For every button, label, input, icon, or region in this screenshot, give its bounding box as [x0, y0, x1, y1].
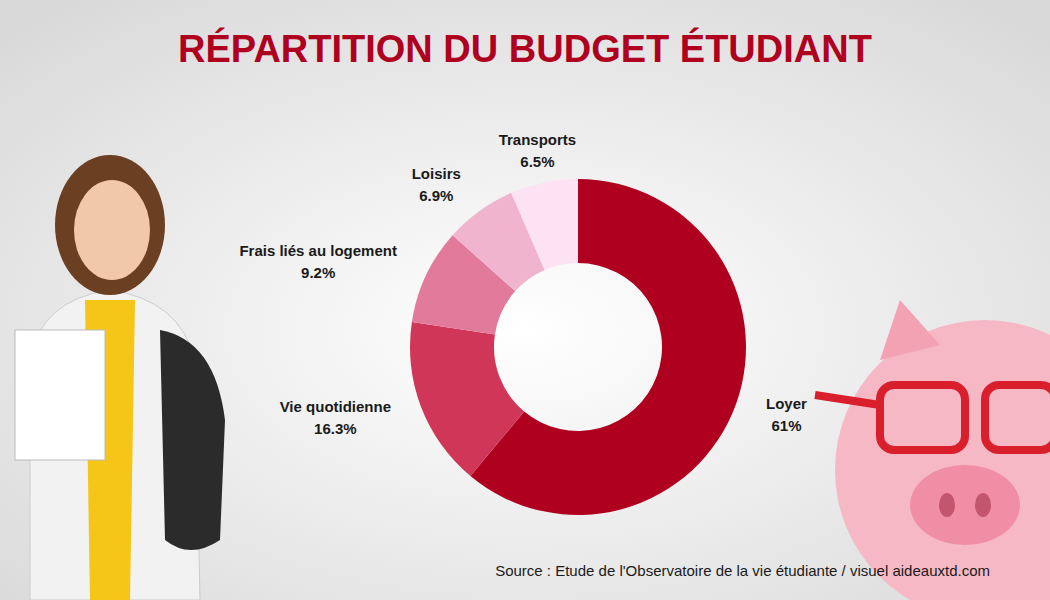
slice-label: Transports 6.5% [499, 131, 577, 170]
value-label: 9.2% [301, 264, 335, 281]
category-label: Transports [499, 131, 577, 148]
chart: RÉPARTITION DU BUDGET ÉTUDIANT Loyer 61% Vi… [0, 0, 1050, 600]
student-hair [55, 155, 165, 295]
slice [410, 322, 524, 476]
student-face [74, 180, 150, 280]
pig-nostril [975, 493, 991, 517]
student-backpack [160, 330, 225, 550]
slice-label: Loyer 61% [766, 395, 807, 434]
pig-nostril [939, 493, 955, 517]
student-illustration [15, 155, 225, 600]
pig-ear [880, 300, 940, 360]
category-label: Vie quotidienne [280, 398, 391, 415]
category-label: Loyer [766, 395, 807, 412]
slice-label: Vie quotidienne 16.3% [280, 398, 391, 437]
student-notebook [15, 330, 105, 460]
title: RÉPARTITION DU BUDGET ÉTUDIANT [178, 27, 872, 70]
source: Source : Etude de l'Observatoire de la v… [495, 562, 990, 579]
slice-label: Frais liés au logement 9.2% [239, 242, 397, 281]
pig-glasses [985, 385, 1050, 450]
piggy-bank-illustration [815, 300, 1050, 600]
value-label: 6.5% [520, 153, 554, 170]
pig-glasses [880, 385, 965, 450]
donut [410, 179, 746, 515]
slice [511, 179, 578, 270]
value-label: 61% [772, 417, 802, 434]
pig-glasses-arm [815, 395, 880, 405]
category-label: Loisirs [412, 165, 461, 182]
slice-label: Loisirs 6.9% [412, 165, 461, 204]
value-label: 16.3% [314, 420, 357, 437]
pig-snout [910, 465, 1020, 545]
category-label: Frais liés au logement [239, 242, 397, 259]
value-label: 6.9% [419, 187, 453, 204]
labels: Loyer 61% Vie quotidienne 16.3% Frais liés a… [239, 131, 807, 437]
pig-head [835, 320, 1050, 600]
